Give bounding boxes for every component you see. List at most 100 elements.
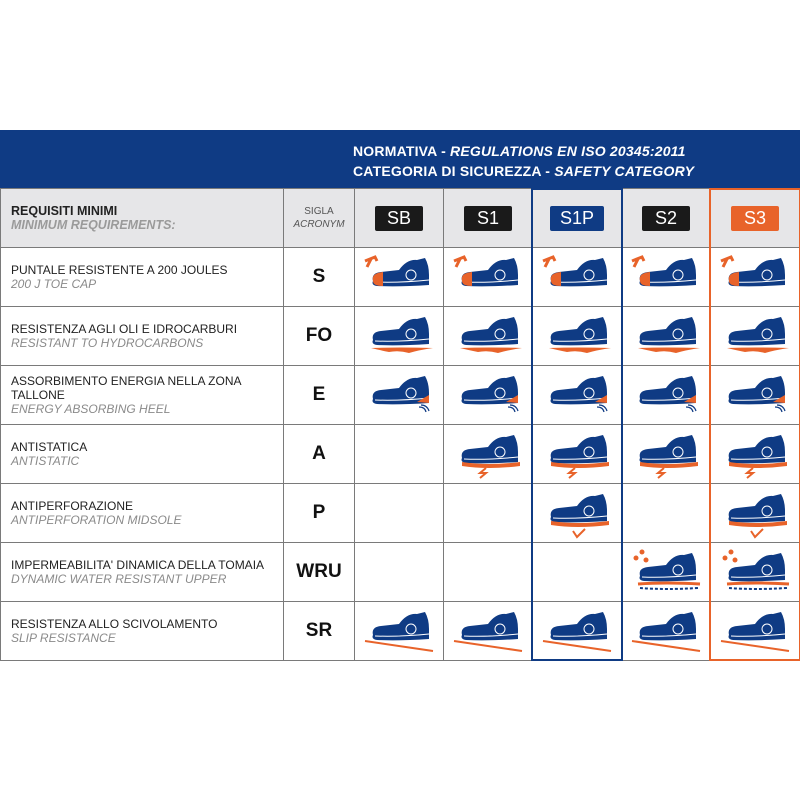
cell-s1 bbox=[443, 601, 533, 661]
toe-cap-shoe-icon bbox=[622, 251, 710, 303]
category-badge: S1P bbox=[549, 205, 605, 231]
requirement-label: IMPERMEABILITA' DINAMICA DELLA TOMAIA DYN… bbox=[0, 542, 284, 602]
cell-s1p bbox=[532, 542, 622, 602]
table-row: IMPERMEABILITA' DINAMICA DELLA TOMAIA DYN… bbox=[0, 542, 800, 602]
requirement-en: ANTIPERFORATION MIDSOLE bbox=[11, 513, 182, 527]
cell-sb bbox=[354, 365, 444, 425]
energy-heel-shoe-icon bbox=[355, 369, 443, 421]
requirement-en: RESISTANT TO HYDROCARBONS bbox=[11, 336, 204, 350]
acronym-cell: P bbox=[283, 483, 355, 543]
category-badge: SB bbox=[375, 205, 423, 231]
requirement-en: SLIP RESISTANCE bbox=[11, 631, 116, 645]
cell-s1p bbox=[532, 247, 622, 307]
toe-cap-shoe-icon bbox=[444, 251, 532, 303]
acronym-header-it: SIGLA bbox=[304, 206, 334, 217]
cell-sb bbox=[354, 601, 444, 661]
cell-s1 bbox=[443, 424, 533, 484]
cell-s1p bbox=[532, 601, 622, 661]
regulation-label: NORMATIVA - bbox=[353, 143, 451, 159]
category-title: CATEGORIA DI SICUREZZA - SAFETY CATEGORY bbox=[353, 163, 694, 179]
requirements-header-en: MINIMUM REQUIREMENTS: bbox=[11, 218, 176, 232]
slip-resistant-shoe-icon bbox=[622, 605, 710, 657]
requirement-it: PUNTALE RESISTENTE A 200 JOULES bbox=[11, 263, 228, 277]
oil-resistant-sole-shoe-icon bbox=[622, 310, 710, 362]
category-header-s2: S2 bbox=[621, 188, 711, 248]
requirement-label: PUNTALE RESISTENTE A 200 JOULES 200 J TOE… bbox=[0, 247, 284, 307]
cell-s1p bbox=[532, 424, 622, 484]
category-header-sb: SB bbox=[354, 188, 444, 248]
category-badge: S1 bbox=[464, 205, 512, 231]
cell-s3 bbox=[710, 306, 800, 366]
acronym-cell: E bbox=[283, 365, 355, 425]
requirement-it: RESISTENZA ALLO SCIVOLAMENTO bbox=[11, 617, 218, 631]
cell-s1 bbox=[443, 247, 533, 307]
slip-resistant-shoe-icon bbox=[533, 605, 621, 657]
acronym-header-en: ACRONYM bbox=[293, 219, 345, 230]
toe-cap-shoe-icon bbox=[533, 251, 621, 303]
category-header-s1: S1 bbox=[443, 188, 533, 248]
table-row: PUNTALE RESISTENTE A 200 JOULES 200 J TOE… bbox=[0, 247, 800, 307]
cell-s2 bbox=[621, 306, 711, 366]
oil-resistant-sole-shoe-icon bbox=[444, 310, 532, 362]
cell-sb bbox=[354, 542, 444, 602]
cell-s1p bbox=[532, 365, 622, 425]
cell-s3 bbox=[710, 247, 800, 307]
header-band: NORMATIVA - REGULATIONS EN ISO 20345:201… bbox=[0, 130, 800, 188]
table-row: RESISTENZA ALLO SCIVOLAMENTO SLIP RESISTA… bbox=[0, 601, 800, 661]
requirements-header-it: REQUISITI MINIMI bbox=[11, 204, 118, 218]
category-label-en: SAFETY CATEGORY bbox=[554, 163, 695, 179]
cell-s2 bbox=[621, 483, 711, 543]
cell-s3 bbox=[710, 424, 800, 484]
acronym-cell: WRU bbox=[283, 542, 355, 602]
requirements-table: REQUISITI MINIMI MINIMUM REQUIREMENTS: SI… bbox=[0, 188, 800, 661]
acronym-cell: FO bbox=[283, 306, 355, 366]
requirement-it: ANTIPERFORAZIONE bbox=[11, 499, 134, 513]
requirement-it: ASSORBIMENTO ENERGIA NELLA ZONA TALLONE bbox=[11, 374, 241, 402]
regulation-label-en: REGULATIONS EN ISO 20345:2011 bbox=[450, 143, 686, 159]
antistatic-shoe-icon bbox=[444, 428, 532, 480]
requirement-label: RESISTENZA ALLO SCIVOLAMENTO SLIP RESISTA… bbox=[0, 601, 284, 661]
cell-sb bbox=[354, 483, 444, 543]
cell-sb bbox=[354, 424, 444, 484]
requirement-label: ANTISTATICA ANTISTATIC bbox=[0, 424, 284, 484]
category-badge: S3 bbox=[731, 205, 779, 231]
acronym-header: SIGLA ACRONYM bbox=[283, 188, 355, 248]
cell-s3 bbox=[710, 483, 800, 543]
cell-sb bbox=[354, 247, 444, 307]
category-label: CATEGORIA DI SICUREZZA - bbox=[353, 163, 555, 179]
category-header-s1p: S1P bbox=[532, 188, 622, 248]
header-row: REQUISITI MINIMI MINIMUM REQUIREMENTS: SI… bbox=[0, 188, 800, 248]
cell-s3 bbox=[710, 365, 800, 425]
requirement-label: ASSORBIMENTO ENERGIA NELLA ZONA TALLONE E… bbox=[0, 365, 284, 425]
table-row: ASSORBIMENTO ENERGIA NELLA ZONA TALLONE E… bbox=[0, 365, 800, 425]
cell-sb bbox=[354, 306, 444, 366]
oil-resistant-sole-shoe-icon bbox=[711, 310, 799, 362]
antiperforation-shoe-icon bbox=[533, 487, 621, 539]
cell-s1p bbox=[532, 483, 622, 543]
antistatic-shoe-icon bbox=[711, 428, 799, 480]
cell-s1 bbox=[443, 306, 533, 366]
acronym-cell: S bbox=[283, 247, 355, 307]
requirement-label: RESISTENZA AGLI OLI E IDROCARBURI RESISTA… bbox=[0, 306, 284, 366]
energy-heel-shoe-icon bbox=[622, 369, 710, 421]
cell-s2 bbox=[621, 542, 711, 602]
energy-heel-shoe-icon bbox=[533, 369, 621, 421]
requirement-label: ANTIPERFORAZIONE ANTIPERFORATION MIDSOLE bbox=[0, 483, 284, 543]
toe-cap-shoe-icon bbox=[355, 251, 443, 303]
cell-s2 bbox=[621, 424, 711, 484]
antistatic-shoe-icon bbox=[533, 428, 621, 480]
requirement-en: ENERGY ABSORBING HEEL bbox=[11, 402, 171, 416]
toe-cap-shoe-icon bbox=[711, 251, 799, 303]
table-row: ANTIPERFORAZIONE ANTIPERFORATION MIDSOLE … bbox=[0, 483, 800, 543]
slip-resistant-shoe-icon bbox=[711, 605, 799, 657]
antistatic-shoe-icon bbox=[622, 428, 710, 480]
water-resistant-shoe-icon bbox=[711, 546, 799, 598]
cell-s1 bbox=[443, 483, 533, 543]
energy-heel-shoe-icon bbox=[444, 369, 532, 421]
requirement-it: IMPERMEABILITA' DINAMICA DELLA TOMAIA bbox=[11, 558, 265, 572]
cell-s3 bbox=[710, 601, 800, 661]
oil-resistant-sole-shoe-icon bbox=[533, 310, 621, 362]
cell-s2 bbox=[621, 601, 711, 661]
cell-s3 bbox=[710, 542, 800, 602]
acronym-cell: A bbox=[283, 424, 355, 484]
